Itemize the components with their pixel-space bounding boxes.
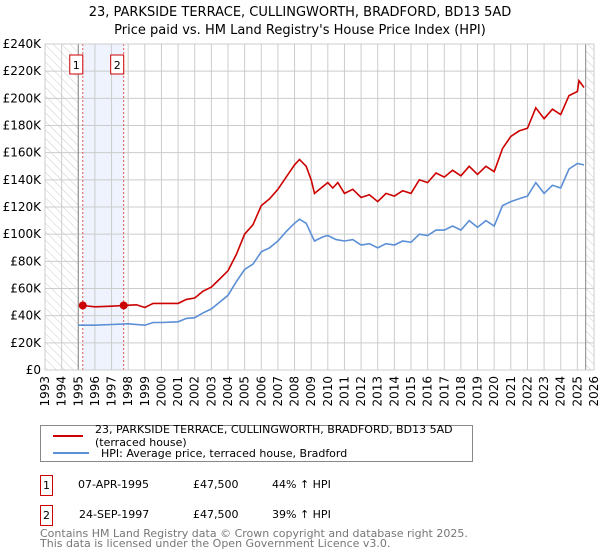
- y-tick-label: £200K: [3, 91, 43, 105]
- sale-marker-badge: [69, 54, 84, 75]
- legend-item-hpi: HPI: Average price, terraced house, Brad…: [53, 445, 347, 461]
- y-tick-label: £140K: [3, 173, 43, 187]
- legend-item-property: 23, PARKSIDE TERRACE, CULLINGWORTH, BRAD…: [53, 423, 472, 449]
- sale-date: 24-SEP-1997: [79, 508, 150, 521]
- x-tick-label: 2013: [371, 376, 385, 407]
- y-tick-label: £160K: [3, 146, 43, 160]
- legend-swatch-red: [53, 435, 83, 437]
- sale-badge: 2: [40, 505, 53, 526]
- x-tick-label: 2006: [254, 376, 268, 407]
- x-tick-label: 2004: [221, 376, 235, 407]
- x-tick-label: 2018: [454, 376, 468, 407]
- y-tick-label: £20K: [10, 336, 42, 350]
- footer-copyright: Contains HM Land Registry data © Crown c…: [40, 527, 468, 540]
- x-tick-label: 2010: [321, 376, 335, 407]
- chart-subtitle: Price paid vs. HM Land Registry's House …: [114, 23, 486, 38]
- sale-badge: 1: [40, 475, 53, 496]
- x-tick-label: 2019: [471, 376, 485, 407]
- x-tick-label: 2025: [570, 376, 584, 407]
- x-tick-label: 2020: [487, 376, 501, 407]
- sale-price: £47,500: [193, 478, 239, 491]
- x-tick-label: 2001: [171, 376, 185, 407]
- x-tick-label: 2026: [587, 376, 600, 407]
- hpi-line: [78, 162, 585, 327]
- x-tick-label: 2009: [304, 376, 318, 407]
- sale-marker-label: 1: [73, 59, 80, 72]
- sale-date: 07-APR-1995: [78, 478, 150, 491]
- footer: Contains HM Land Registry data © Crown c…: [40, 527, 468, 550]
- y-tick-label: £100K: [3, 227, 43, 241]
- x-tick-label: 2005: [238, 376, 252, 407]
- x-tick-label: 2007: [271, 376, 285, 407]
- y-tick-label: £220K: [3, 64, 43, 78]
- x-tick-label: 2017: [437, 376, 451, 407]
- sale-point: [119, 301, 128, 310]
- y-tick-label: £0: [26, 363, 41, 377]
- x-tick-label: 2008: [288, 376, 302, 407]
- chart-title: 23, PARKSIDE TERRACE, CULLINGWORTH, BRAD…: [89, 5, 512, 20]
- price-chart: 23, PARKSIDE TERRACE, CULLINGWORTH, BRAD…: [3, 5, 600, 407]
- y-tick-label: £120K: [3, 200, 43, 214]
- x-tick-label: 2016: [421, 376, 435, 407]
- x-tick-label: 1998: [121, 376, 135, 407]
- x-tick-label: 2015: [404, 376, 418, 407]
- x-tick-label: 1999: [138, 376, 152, 407]
- x-tick-label: 1995: [71, 376, 85, 407]
- legend: 23, PARKSIDE TERRACE, CULLINGWORTH, BRAD…: [40, 423, 473, 462]
- sale-row: 1 07-APR-1995 £47,500 44% ↑ HPI: [40, 475, 540, 496]
- y-tick-label: £240K: [3, 37, 43, 51]
- x-tick-label: 2002: [188, 376, 202, 407]
- sale-price: £47,500: [193, 508, 239, 521]
- sale-marker-label: 2: [114, 59, 121, 72]
- sale-hpi: 39% ↑ HPI: [272, 508, 331, 521]
- legend-label: HPI: Average price, terraced house, Brad…: [101, 446, 348, 460]
- x-tick-label: 1993: [38, 376, 52, 407]
- footer-licence: This data is licensed under the Open Gov…: [40, 537, 391, 550]
- x-tick-label: 2024: [554, 376, 568, 407]
- plot-border: [44, 43, 595, 371]
- sale-marker-badge: [110, 54, 125, 75]
- price-paid-line: [82, 78, 585, 309]
- x-tick-label: 2014: [387, 376, 401, 407]
- sale-point: [78, 301, 87, 310]
- x-tick-label: 2021: [504, 376, 518, 407]
- x-tick-label: 2012: [354, 376, 368, 407]
- sale-hpi: 44% ↑ HPI: [272, 478, 331, 491]
- legend-swatch-blue: [53, 452, 89, 454]
- x-tick-label: 2022: [520, 376, 534, 407]
- x-tick-label: 2003: [204, 376, 218, 407]
- x-tick-label: 2023: [537, 376, 551, 407]
- x-tick-label: 1994: [55, 376, 69, 407]
- y-tick-label: £40K: [10, 309, 42, 323]
- y-tick-label: £80K: [10, 254, 42, 268]
- x-tick-label: 1997: [105, 376, 119, 407]
- x-tick-label: 2000: [154, 376, 168, 407]
- x-tick-label: 2011: [337, 376, 351, 407]
- y-tick-label: £60K: [10, 282, 42, 296]
- x-tick-label: 1996: [88, 376, 102, 407]
- legend-label: 23, PARKSIDE TERRACE, CULLINGWORTH, BRAD…: [94, 423, 453, 449]
- sale-row: 2 24-SEP-1997 £47,500 39% ↑ HPI: [40, 505, 540, 526]
- y-tick-label: £180K: [3, 119, 43, 133]
